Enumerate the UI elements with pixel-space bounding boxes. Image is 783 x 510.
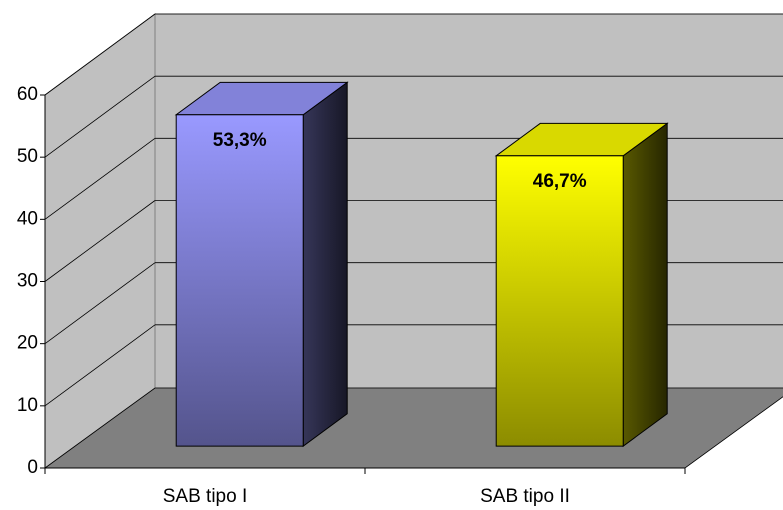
data-label: 53,3% [213, 130, 267, 151]
y-tick-label: 0 [27, 457, 38, 478]
grid-line [44, 262, 156, 344]
bar-side [622, 122, 668, 448]
x-tick-label: SAB tipo I [163, 486, 248, 507]
grid-line [44, 75, 156, 158]
bar [495, 155, 624, 447]
bar [175, 114, 304, 447]
y-tick-label: 50 [17, 146, 38, 167]
grid-line [44, 200, 156, 282]
floor [43, 387, 783, 469]
data-label: 46,7% [533, 171, 587, 192]
bar-side [302, 81, 348, 448]
y-tick-label: 10 [17, 395, 38, 416]
y-tick-label: 30 [17, 271, 38, 292]
y-tick-label: 60 [17, 84, 38, 105]
y-tick-label: 20 [17, 333, 38, 354]
grid-line [44, 324, 156, 407]
x-tick-label: SAB tipo II [480, 486, 570, 507]
grid-line [44, 138, 156, 220]
grid-line [44, 13, 156, 96]
y-tick-label: 40 [17, 208, 38, 229]
